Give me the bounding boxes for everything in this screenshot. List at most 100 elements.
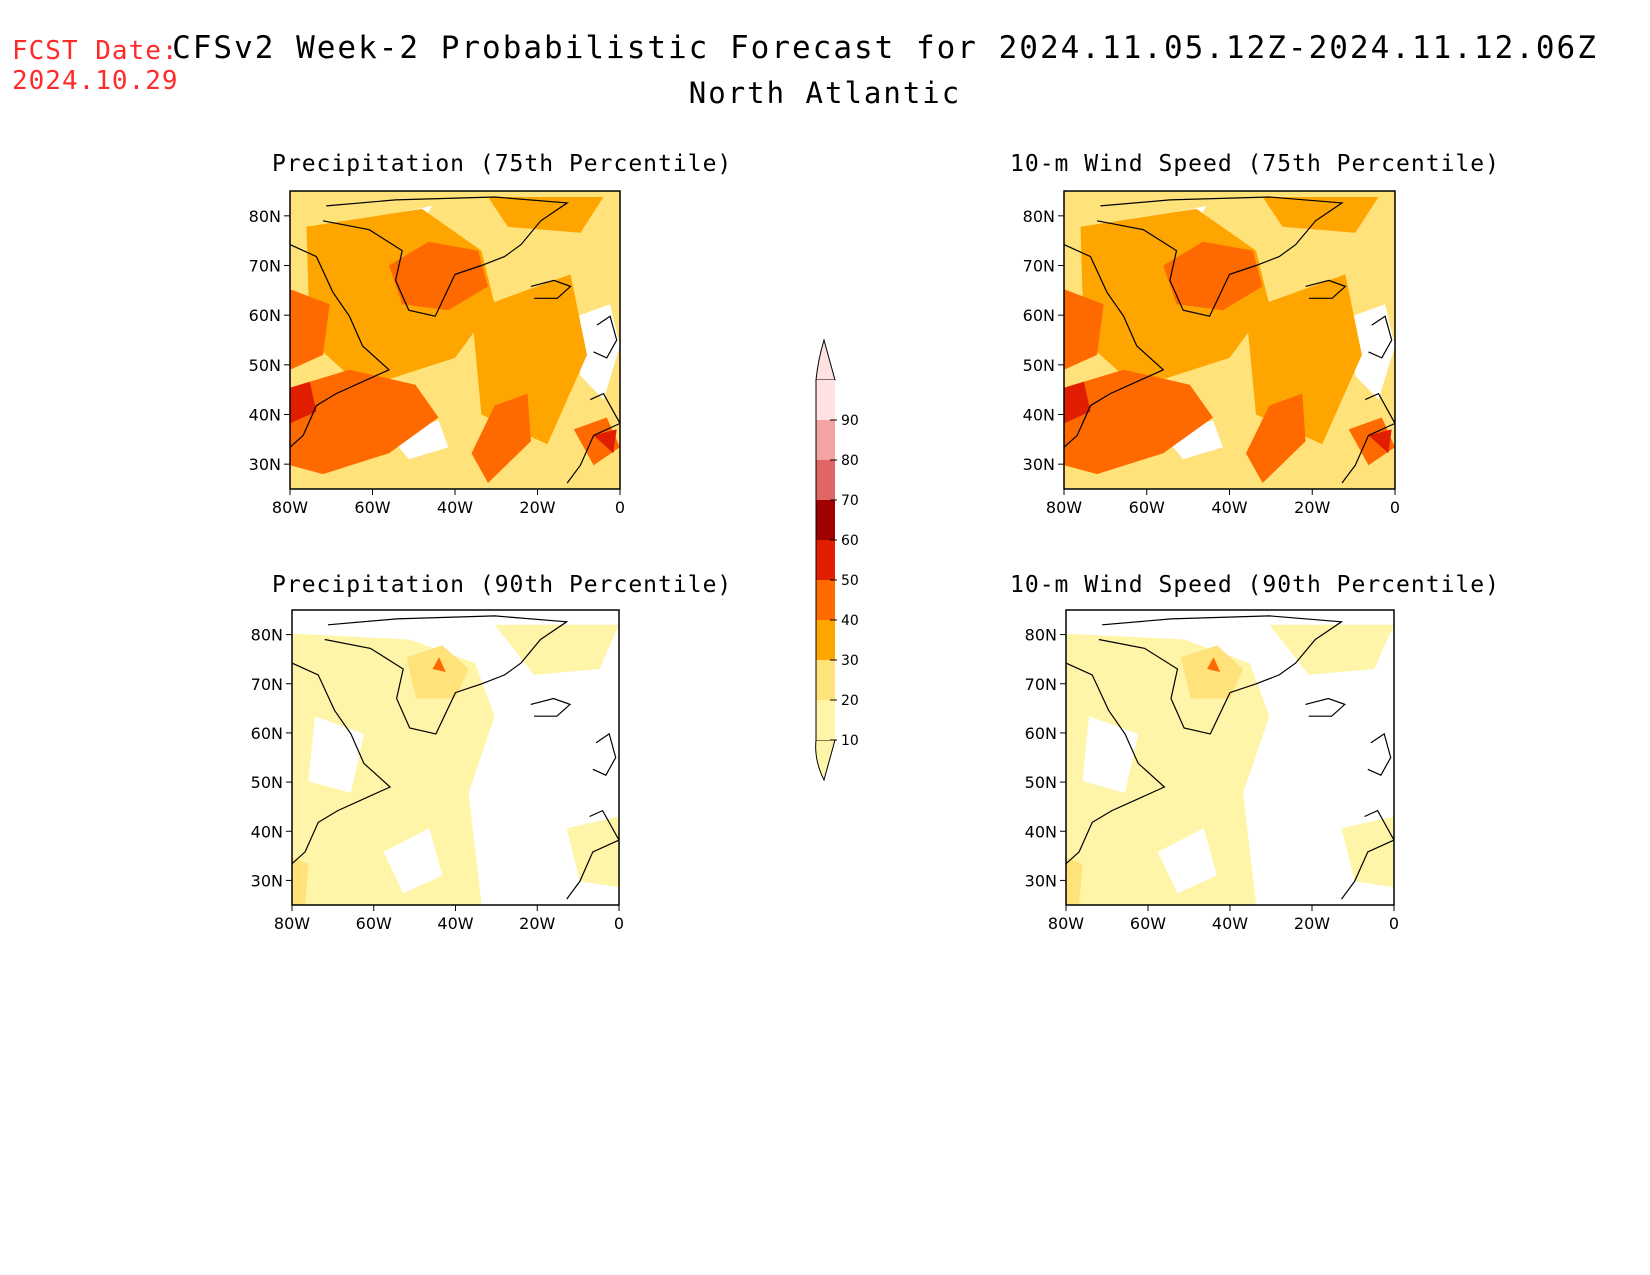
coastline-segment <box>1341 809 1394 900</box>
lon-tick-label: 40W <box>437 498 473 517</box>
coastline-segment <box>1098 615 1344 735</box>
coastline-segment <box>1368 315 1393 359</box>
panel-title-precip-75: Precipitation (75th Percentile) <box>272 151 733 177</box>
colorbar-label: 50 <box>841 573 859 589</box>
lon-tick-label: 60W <box>354 498 390 517</box>
map-panel-2: 80W 60W 40W 20W 0 80N 70N 60N 50N 40N 30N <box>1023 190 1400 517</box>
coastline-segment <box>292 662 392 865</box>
probability-contour <box>1246 274 1362 445</box>
colorbar-swatch <box>816 580 835 620</box>
colorbar-label: 80 <box>841 453 859 469</box>
lon-tick-label: 80W <box>272 498 308 517</box>
probability-contour <box>1064 381 1091 424</box>
lat-tick-label: 80N <box>1023 207 1055 226</box>
coastline-segment <box>1064 244 1165 448</box>
probability-shading <box>1064 191 1395 489</box>
lon-tick-label: 80W <box>274 914 310 933</box>
lat-tick-label: 30N <box>251 871 283 890</box>
lon-tick-label: 0 <box>1389 914 1399 933</box>
coastline-segment <box>1367 732 1392 776</box>
lon-tick-label: 0 <box>1390 498 1400 517</box>
probability-contour <box>593 429 617 454</box>
probability-contour <box>1066 857 1083 905</box>
colorbar-label: 60 <box>841 533 859 549</box>
probability-contour <box>1066 633 1270 905</box>
probability-contour <box>290 289 330 370</box>
page-title: CFSv2 Week-2 Probabilistic Forecast for … <box>172 30 1598 66</box>
map-panel-3: 80W 60W 40W 20W 0 80N 70N 60N 50N 40N 30N <box>251 609 624 933</box>
probability-contour <box>1246 393 1306 483</box>
probability-contour <box>1207 657 1221 672</box>
colorbar-upper-cap <box>815 338 836 381</box>
colorbar-label: 30 <box>841 653 859 669</box>
lon-tick-label: 20W <box>519 914 555 933</box>
probability-contour <box>290 369 439 475</box>
coastline-segment <box>593 315 618 359</box>
lon-tick-label: 40W <box>437 914 473 933</box>
probability-contour <box>1163 420 1223 460</box>
probability-contour <box>308 716 364 793</box>
lat-tick-label: 60N <box>1025 724 1057 743</box>
probability-contour <box>389 241 488 311</box>
panel-title-wind-75: 10-m Wind Speed (75th Percentile) <box>1010 151 1500 177</box>
probability-contour <box>1163 241 1263 311</box>
coastline <box>290 196 620 484</box>
colorbar-label: 70 <box>841 493 859 509</box>
lat-tick-label: 40N <box>249 406 281 425</box>
colorbar-swatch <box>816 660 835 700</box>
coastline <box>1064 196 1395 484</box>
probability-contour <box>406 645 469 699</box>
probability-contour <box>471 393 531 483</box>
colorbar-swatch <box>816 420 835 460</box>
probability-contour <box>292 857 309 905</box>
lat-tick-label: 40N <box>1025 822 1057 841</box>
coastline <box>1066 615 1394 900</box>
lat-tick-label: 80N <box>249 207 281 226</box>
lon-tick-label: 20W <box>519 498 555 517</box>
probability-contour <box>1352 304 1395 400</box>
colorbar: 10 20 30 40 50 60 70 80 90 <box>815 338 859 782</box>
lat-tick-label: 50N <box>1023 356 1055 375</box>
colorbar-swatch <box>816 500 835 540</box>
lat-tick-label: 70N <box>1023 257 1055 276</box>
probability-contour <box>1064 289 1104 370</box>
lat-tick-label: 80N <box>1025 626 1057 645</box>
lon-tick-label: 40W <box>1212 914 1248 933</box>
colorbar-swatch <box>816 540 835 580</box>
coastline-segment <box>324 615 569 735</box>
probability-contour <box>1348 417 1395 466</box>
probability-contour <box>432 657 446 672</box>
lat-tick-label: 70N <box>1025 675 1057 694</box>
panel-title-wind-90: 10-m Wind Speed (90th Percentile) <box>1010 572 1500 598</box>
colorbar-label: 90 <box>841 413 859 429</box>
probability-shading <box>292 610 619 905</box>
lon-tick-label: 60W <box>356 914 392 933</box>
colorbar-swatch <box>816 380 835 420</box>
coastline-segment <box>1305 279 1347 299</box>
probability-contour <box>494 624 619 675</box>
lon-tick-label: 40W <box>1211 498 1247 517</box>
colorbar-swatch <box>816 620 835 660</box>
lon-tick-label: 20W <box>1294 498 1330 517</box>
coastline <box>292 615 619 900</box>
coastline-segment <box>322 196 569 317</box>
fcst-date-value: 2024.10.29 <box>12 66 179 96</box>
region-subtitle: North Atlantic <box>688 76 962 110</box>
probability-contour <box>471 274 587 445</box>
coastline-segment <box>566 392 620 484</box>
probability-contour <box>389 420 449 460</box>
lat-tick-label: 30N <box>1023 455 1055 474</box>
probability-contour <box>1180 645 1244 699</box>
lat-tick-label: 70N <box>251 675 283 694</box>
probability-contour <box>290 381 317 424</box>
coastline-segment <box>566 809 619 900</box>
lon-tick-label: 80W <box>1046 498 1082 517</box>
probability-contour <box>488 197 604 233</box>
probability-shading <box>290 191 620 489</box>
probability-contour <box>292 633 495 905</box>
lat-tick-label: 70N <box>249 257 281 276</box>
coastline-segment <box>592 732 617 776</box>
probability-shading <box>1066 610 1394 905</box>
lat-tick-label: 50N <box>251 773 283 792</box>
